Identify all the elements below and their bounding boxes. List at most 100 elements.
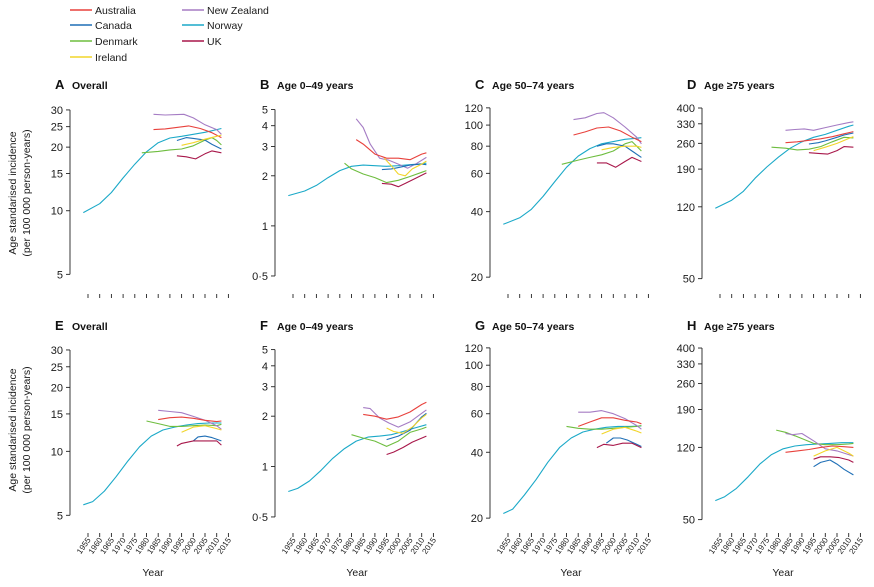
y-tick-label-d: 50 [683, 274, 695, 286]
y-tick-label-f: 1 [262, 462, 268, 474]
panel-letter-f: F [260, 318, 268, 333]
series-line-d-new-zealand [785, 121, 854, 131]
panel-d: D Age ≥75 years 50 120 190 260 330 400 [677, 77, 861, 298]
panel-f: F Age 0–49 years0·51234519551960196519701… [252, 318, 438, 556]
series-line-c-ireland [601, 145, 642, 151]
xlabel-col2: Year [346, 567, 368, 579]
series-line-g-new-zealand [578, 410, 642, 430]
panel-letter-h: H [687, 318, 696, 333]
series-line-h-norway [715, 442, 854, 502]
panel-e: E Overall51015202530195519601965197019751… [51, 318, 234, 556]
panel-letter-c: C [475, 77, 485, 92]
y-tick-label-h: 260 [677, 379, 695, 391]
series-line-b-denmark [344, 162, 427, 184]
panel-title-d: Age ≥75 years [704, 80, 775, 92]
ylabel-bottom-line1: Age standarised incidence [7, 368, 19, 491]
series-line-h-uk [813, 456, 854, 463]
y-tick-label-d: 260 [677, 138, 695, 150]
legend-label-uk: UK [207, 36, 222, 48]
series-line-d-canada [808, 132, 854, 145]
series-line-e-canada [192, 435, 222, 442]
series-line-f-australia [363, 401, 427, 420]
y-tick-label-d: 120 [677, 202, 695, 214]
series-line-b-new-zealand [355, 118, 427, 169]
legend-label-canada: Canada [95, 20, 132, 32]
series-line-g-norway [503, 425, 642, 514]
y-tick-label-f: 5 [262, 345, 268, 357]
series-line-e-norway [83, 422, 222, 506]
series-line-c-uk [596, 156, 642, 168]
series-line-d-uk [808, 146, 854, 155]
panel-letter-g: G [475, 318, 485, 333]
series-line-c-norway [503, 137, 642, 225]
xlabel-col4: Year [772, 567, 794, 579]
series-line-g-ireland [601, 426, 642, 435]
y-tick-label-f: 2 [262, 411, 268, 423]
legend-label-new-zealand: New Zealand [207, 5, 269, 17]
series-line-e-new-zealand [158, 409, 222, 430]
legend-label-denmark: Denmark [95, 36, 138, 48]
y-tick-label-a: 15 [51, 169, 63, 181]
series-line-h-ireland [813, 446, 854, 457]
series-line-a-uk [176, 150, 222, 160]
series-line-c-canada [596, 143, 642, 158]
y-tick-label-c: 100 [465, 120, 483, 132]
series-line-b-uk [381, 172, 427, 188]
y-tick-label-e: 20 [51, 382, 63, 394]
y-tick-label-e: 30 [51, 345, 63, 357]
y-tick-label-d: 190 [677, 164, 695, 176]
y-tick-label-g: 60 [471, 409, 483, 421]
series-line-g-denmark [566, 424, 642, 430]
ylabel-top-line1: Age standarised incidence [7, 131, 19, 254]
series-line-h-australia [785, 445, 854, 453]
series-line-e-ireland [181, 425, 222, 433]
series-line-d-norway [715, 124, 854, 209]
panel-title-b: Age 0–49 years [277, 80, 354, 92]
series-line-d-denmark [771, 136, 854, 151]
y-tick-label-a: 20 [51, 142, 63, 154]
legend-label-australia: Australia [95, 5, 136, 17]
series-line-f-canada [386, 412, 427, 441]
series-line-a-denmark [141, 137, 222, 154]
y-tick-label-c: 120 [465, 103, 483, 115]
y-tick-label-h: 330 [677, 359, 695, 371]
series-line-a-canada [176, 137, 222, 150]
ylabel-top-line2: (per 100 000 person-years) [21, 129, 33, 256]
series-line-c-denmark [561, 141, 642, 165]
y-tick-label-g: 120 [465, 343, 483, 355]
x-tick-label-h: 2015 [847, 536, 865, 556]
panel-b: B Age 0–49 years 0·5 1 2 3 4 5 [252, 77, 434, 298]
panel-title-f: Age 0–49 years [277, 321, 354, 333]
panel-title-g: Age 50–74 years [492, 321, 574, 333]
ylabel-bottom-line2: (per 100 000 person-years) [21, 366, 33, 493]
x-tick-label-f: 2015 [420, 536, 438, 556]
y-tick-label-b: 0·5 [252, 271, 268, 283]
series-line-d-ireland [813, 136, 854, 152]
panel-title-e: Overall [72, 321, 108, 333]
y-tick-label-a: 25 [51, 122, 63, 134]
y-tick-label-h: 400 [677, 343, 695, 355]
y-tick-label-f: 3 [262, 382, 268, 394]
y-tick-label-f: 4 [262, 361, 268, 373]
series-line-f-new-zealand [363, 407, 427, 428]
y-tick-label-g: 100 [465, 360, 483, 372]
legend: Australia Canada Denmark Ireland New Zealand… [70, 5, 269, 64]
y-tick-label-b: 2 [262, 171, 268, 183]
y-tick-label-e: 15 [51, 409, 63, 421]
y-tick-label-a: 5 [57, 269, 63, 281]
series-line-e-australia [158, 416, 222, 423]
panel-c: C Age 50–74 years 20 40 60 80 100 120 [465, 77, 649, 298]
series-line-g-canada [605, 437, 642, 447]
y-tick-label-c: 40 [471, 207, 483, 219]
y-tick-label-b: 5 [262, 105, 268, 117]
y-tick-label-b: 1 [262, 221, 268, 233]
y-tick-label-c: 60 [471, 168, 483, 180]
series-line-f-ireland [386, 413, 427, 434]
series-line-f-norway [288, 424, 427, 493]
series-line-h-new-zealand [785, 432, 854, 457]
series-line-a-ireland [181, 134, 222, 146]
series-line-b-norway [288, 162, 427, 197]
